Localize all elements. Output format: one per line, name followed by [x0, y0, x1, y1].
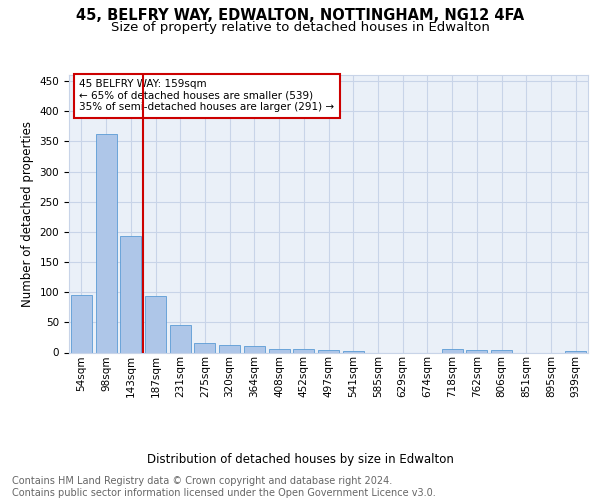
Bar — [145, 296, 166, 352]
Bar — [343, 350, 364, 352]
Bar — [95, 134, 116, 352]
Bar — [565, 350, 586, 352]
Text: 45 BELFRY WAY: 159sqm
← 65% of detached houses are smaller (539)
35% of semi-det: 45 BELFRY WAY: 159sqm ← 65% of detached … — [79, 79, 335, 112]
Y-axis label: Number of detached properties: Number of detached properties — [21, 120, 34, 306]
Bar — [442, 349, 463, 352]
Text: Size of property relative to detached houses in Edwalton: Size of property relative to detached ho… — [110, 22, 490, 35]
Bar — [491, 350, 512, 352]
Text: 45, BELFRY WAY, EDWALTON, NOTTINGHAM, NG12 4FA: 45, BELFRY WAY, EDWALTON, NOTTINGHAM, NG… — [76, 8, 524, 22]
Bar — [194, 343, 215, 352]
Text: Distribution of detached houses by size in Edwalton: Distribution of detached houses by size … — [146, 452, 454, 466]
Bar — [219, 346, 240, 352]
Bar — [120, 236, 141, 352]
Bar — [244, 346, 265, 352]
Bar — [269, 349, 290, 352]
Bar — [466, 350, 487, 352]
Text: Contains HM Land Registry data © Crown copyright and database right 2024.
Contai: Contains HM Land Registry data © Crown c… — [12, 476, 436, 498]
Bar — [71, 295, 92, 352]
Bar — [318, 350, 339, 352]
Bar — [293, 350, 314, 352]
Bar — [170, 326, 191, 352]
